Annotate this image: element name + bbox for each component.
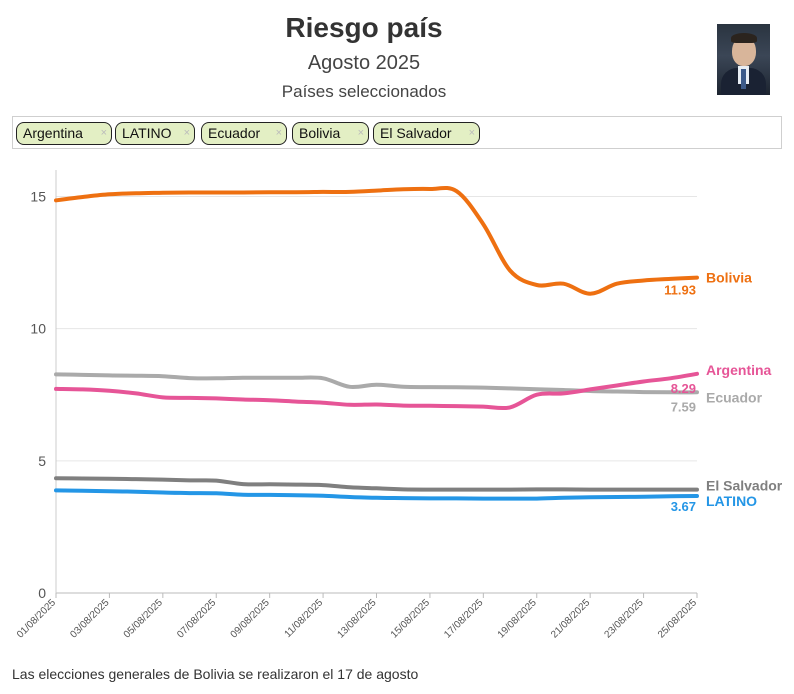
x-tick-label: 21/08/2025: [549, 597, 592, 640]
x-tick-label: 23/08/2025: [603, 597, 646, 640]
remove-icon[interactable]: ×: [100, 127, 107, 139]
y-tick-label: 0: [38, 585, 46, 601]
series-label-latino: LATINO: [706, 493, 757, 509]
x-tick-label: 19/08/2025: [496, 597, 539, 640]
line-chart: 0 5 10 15 01/08/2025 03/08/2025 05/08/2025 07/0…: [15, 170, 783, 641]
series-label-argentina: Argentina: [706, 362, 772, 378]
remove-icon[interactable]: ×: [468, 127, 475, 139]
series-layer: [54, 185, 699, 501]
x-tick-label: 17/08/2025: [442, 597, 485, 640]
chip-label: Bolivia: [299, 125, 341, 141]
x-tick-label: 09/08/2025: [229, 597, 272, 640]
remove-icon[interactable]: ×: [275, 127, 282, 139]
author-avatar: [717, 24, 770, 95]
chip-el-salvador[interactable]: El Salvador ×: [373, 122, 480, 145]
series-label-bolivia: Bolivia: [706, 270, 752, 286]
chip-label: Argentina: [23, 125, 83, 141]
chip-label: LATINO: [122, 125, 172, 141]
x-tick-label: 15/08/2025: [389, 597, 432, 640]
x-tick-label: 01/08/2025: [15, 597, 58, 640]
x-tick-label: 25/08/2025: [656, 597, 699, 640]
series-value-latino: 3.67: [671, 499, 696, 514]
series-value-bolivia: 11.93: [664, 283, 696, 298]
avatar-tie: [741, 69, 746, 89]
remove-icon[interactable]: ×: [183, 127, 190, 139]
chart-subtitle: Agosto 2025: [307, 52, 421, 74]
series-line-bolivia: [54, 185, 699, 296]
remove-icon[interactable]: ×: [357, 127, 364, 139]
series-label-ecuador: Ecuador: [706, 389, 763, 405]
chip-ecuador[interactable]: Ecuador ×: [201, 122, 287, 145]
series-label-el-salvador: El Salvador: [706, 478, 783, 494]
chip-argentina[interactable]: Argentina ×: [16, 122, 112, 145]
chip-label: Ecuador: [208, 125, 261, 141]
avatar-hair: [731, 33, 757, 43]
country-filter[interactable]: Argentina × LATINO × Ecuador × Bolivia ×…: [12, 116, 782, 149]
series-line-latino: [54, 488, 699, 501]
x-tick-label: 03/08/2025: [68, 597, 111, 640]
chart-caption: Países seleccionados: [281, 82, 447, 101]
y-tick-label: 15: [30, 188, 46, 204]
grid-layer: [55, 170, 698, 598]
y-tick-label: 5: [38, 453, 46, 469]
x-tick-label: 11/08/2025: [283, 597, 326, 640]
series-value-ecuador: 7.59: [671, 399, 696, 414]
x-tick-label: 13/08/2025: [335, 597, 378, 640]
chart-title: Riesgo país: [285, 12, 443, 43]
series-line-el-salvador: [54, 476, 699, 492]
footnote: Las elecciones generales de Bolivia se r…: [12, 666, 419, 682]
chip-bolivia[interactable]: Bolivia ×: [292, 122, 369, 145]
chip-label: El Salvador: [380, 125, 452, 141]
chip-latino[interactable]: LATINO ×: [115, 122, 195, 145]
series-value-argentina: 8.29: [671, 381, 696, 396]
x-tick-label: 07/08/2025: [175, 597, 218, 640]
label-layer: 0 5 10 15 01/08/2025 03/08/2025 05/08/2025 07/0…: [15, 188, 783, 640]
y-tick-label: 10: [30, 321, 46, 337]
series-line-argentina: [54, 371, 699, 411]
x-tick-label: 05/08/2025: [122, 597, 165, 640]
